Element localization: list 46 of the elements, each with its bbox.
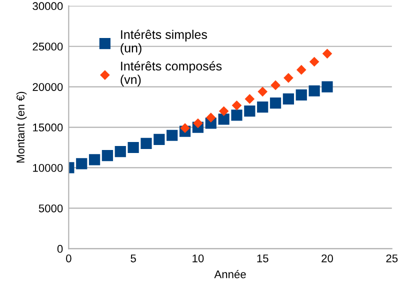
point (322, 81, 333, 92)
y-tick-label: 15000 (33, 124, 63, 132)
point (114, 146, 126, 158)
y-tick-label: 20000 (32, 83, 63, 91)
y-tick-label: 5000 (38, 204, 63, 212)
point (244, 106, 256, 117)
point (244, 94, 255, 104)
point (102, 150, 114, 162)
x-tick-label: 25 (386, 254, 398, 262)
y-tick-label: 10000 (33, 164, 63, 172)
legend-label: Intérêts simples (un) (120, 30, 208, 55)
point (231, 110, 242, 121)
point (193, 118, 203, 128)
legend-label: Intérêts composés (vn) (120, 61, 222, 86)
point (284, 73, 294, 83)
point (154, 134, 165, 145)
x-tick-label: 15 (257, 254, 268, 262)
point (309, 56, 320, 67)
point (88, 154, 100, 166)
point (257, 102, 268, 113)
x-tick-label: 0 (66, 254, 72, 262)
x-tick-label: 10 (192, 254, 204, 262)
point (282, 93, 294, 105)
y-tick-label: 25000 (32, 42, 63, 51)
point (206, 112, 216, 122)
point (218, 114, 230, 125)
point (308, 85, 320, 96)
point (180, 123, 190, 133)
x-axis-title: Année (214, 270, 246, 278)
y-tick-label: 0 (57, 244, 63, 253)
x-tick-label: 20 (322, 254, 333, 262)
point (270, 97, 282, 109)
y-axis-title: Montant (en €) (16, 92, 27, 162)
point (218, 106, 229, 116)
point (270, 80, 280, 90)
point (258, 86, 268, 97)
point (76, 158, 88, 170)
point (296, 64, 306, 75)
point (140, 138, 152, 150)
point (166, 130, 178, 141)
x-tick-label: 5 (130, 254, 136, 262)
y-tick-label: 30000 (32, 2, 63, 10)
point (232, 100, 242, 110)
point (128, 142, 139, 154)
point (322, 48, 332, 59)
point (296, 89, 307, 100)
